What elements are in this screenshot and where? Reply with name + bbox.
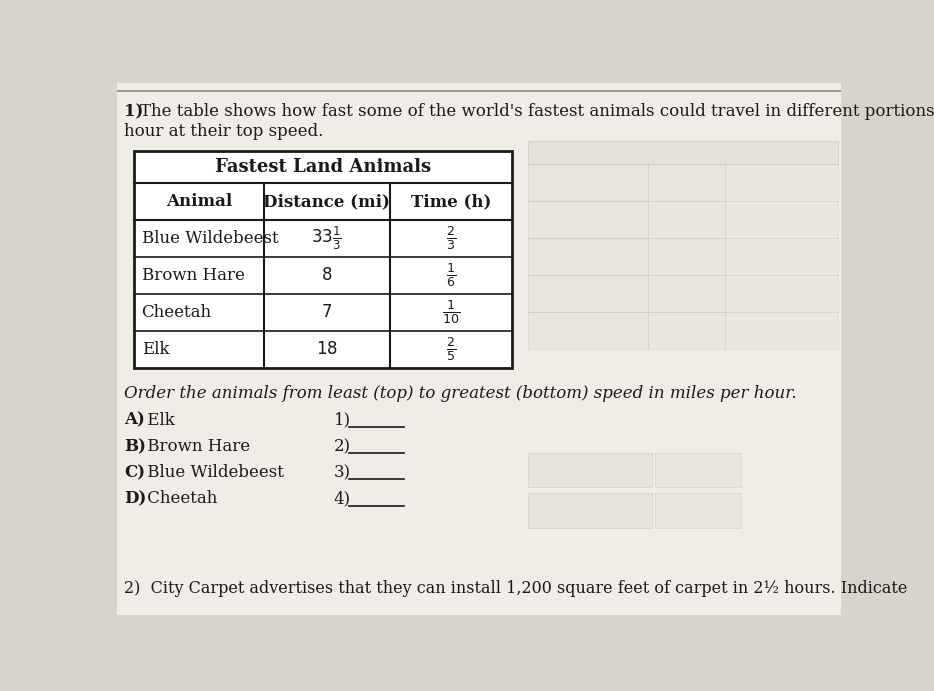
- FancyBboxPatch shape: [528, 200, 647, 238]
- Text: Fastest Land Animals: Fastest Land Animals: [215, 158, 431, 176]
- Text: $\frac{2}{3}$: $\frac{2}{3}$: [446, 225, 456, 252]
- FancyBboxPatch shape: [725, 238, 838, 274]
- FancyBboxPatch shape: [528, 238, 647, 274]
- FancyBboxPatch shape: [528, 164, 647, 200]
- FancyBboxPatch shape: [656, 453, 741, 487]
- FancyBboxPatch shape: [725, 312, 838, 348]
- Text: Brown Hare: Brown Hare: [142, 267, 245, 284]
- Text: $\frac{1}{10}$: $\frac{1}{10}$: [442, 299, 460, 326]
- Text: Order the animals from least (top) to greatest (bottom) speed in miles per hour.: Order the animals from least (top) to gr…: [124, 385, 797, 401]
- FancyBboxPatch shape: [528, 274, 647, 312]
- Text: 3): 3): [333, 464, 351, 481]
- Text: $18$: $18$: [316, 341, 338, 358]
- Text: Cheetah: Cheetah: [142, 304, 212, 321]
- Text: 1): 1): [333, 412, 351, 429]
- Text: C): C): [124, 464, 146, 481]
- Text: 4): 4): [333, 491, 351, 507]
- Text: 2)  City Carpet advertises that they can install 1,200 square feet of carpet in : 2) City Carpet advertises that they can …: [124, 580, 908, 597]
- Text: Animal: Animal: [165, 193, 232, 210]
- FancyBboxPatch shape: [647, 164, 725, 200]
- FancyBboxPatch shape: [528, 312, 647, 348]
- Text: Blue Wildebeest: Blue Wildebeest: [142, 464, 283, 481]
- FancyBboxPatch shape: [647, 200, 725, 238]
- FancyBboxPatch shape: [134, 151, 512, 368]
- FancyBboxPatch shape: [725, 164, 838, 200]
- Text: Cheetah: Cheetah: [142, 491, 217, 507]
- FancyBboxPatch shape: [528, 453, 652, 487]
- FancyBboxPatch shape: [647, 238, 725, 274]
- Text: $\frac{1}{6}$: $\frac{1}{6}$: [446, 261, 456, 290]
- Text: Elk: Elk: [142, 412, 175, 429]
- FancyBboxPatch shape: [528, 493, 652, 528]
- Text: $8$: $8$: [321, 267, 333, 284]
- FancyBboxPatch shape: [117, 83, 841, 615]
- Text: Elk: Elk: [142, 341, 169, 358]
- Text: The table shows how fast some of the world's fastest animals could travel in dif: The table shows how fast some of the wor…: [140, 103, 934, 120]
- Text: hour at their top speed.: hour at their top speed.: [124, 123, 324, 140]
- FancyBboxPatch shape: [647, 312, 725, 348]
- Text: A): A): [124, 412, 146, 429]
- Text: $\frac{2}{5}$: $\frac{2}{5}$: [446, 335, 456, 363]
- FancyBboxPatch shape: [725, 200, 838, 238]
- Text: Brown Hare: Brown Hare: [142, 438, 249, 455]
- Text: B): B): [124, 438, 147, 455]
- Text: 2): 2): [333, 438, 351, 455]
- Text: D): D): [124, 491, 147, 507]
- Text: 1): 1): [124, 103, 144, 120]
- Text: Time (h): Time (h): [411, 193, 491, 210]
- Text: Distance (mi): Distance (mi): [263, 193, 390, 210]
- FancyBboxPatch shape: [647, 274, 725, 312]
- Text: Blue Wildebeest: Blue Wildebeest: [142, 230, 278, 247]
- FancyBboxPatch shape: [725, 274, 838, 312]
- Text: $7$: $7$: [321, 304, 333, 321]
- FancyBboxPatch shape: [528, 141, 838, 164]
- Text: $33\frac{1}{3}$: $33\frac{1}{3}$: [312, 225, 342, 252]
- FancyBboxPatch shape: [656, 493, 741, 528]
